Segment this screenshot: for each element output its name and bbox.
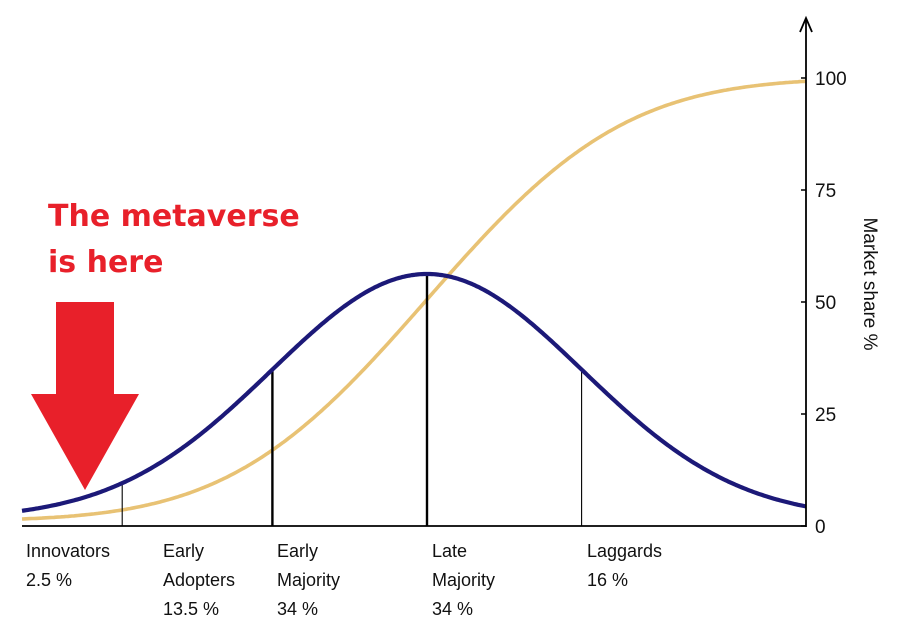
y-tick-label-50: 50 (815, 293, 836, 314)
y-tick-label-100: 100 (815, 69, 847, 90)
segment-label-2-line-2: Adopters (163, 570, 235, 590)
callout-line-2: is here (48, 245, 164, 280)
segment-label-2-line-1: Early (163, 541, 204, 561)
segment-labels: Innovators 2.5 % Early Adopters 13.5 % Early M… (26, 541, 662, 619)
callout-line-1: The metaverse (48, 199, 300, 234)
segment-label-4-line-3: 34 % (432, 599, 473, 619)
segment-label-1-line-1: Innovators (26, 541, 110, 561)
cumulative-share-line (21, 79, 807, 521)
y-tick-label-75: 75 (815, 181, 836, 202)
segment-label-3-line-1: Early (277, 541, 318, 561)
arrow-down-icon (31, 302, 139, 490)
segment-dividers (121, 274, 583, 526)
segment-label-4-line-1: Late (432, 541, 467, 561)
metaverse-callout: The metaverse is here (48, 194, 300, 286)
y-tick-label-25: 25 (815, 405, 836, 426)
y-axis-arrowhead (799, 15, 813, 33)
bell-curve-line (21, 271, 807, 513)
segment-label-4-line-2: Majority (432, 570, 495, 590)
adoption-bell-curve (21, 271, 807, 513)
y-tick-label-0: 0 (815, 517, 826, 538)
segment-label-5-line-1: Laggards (587, 541, 662, 561)
y-axis-label: Market share % (859, 217, 880, 350)
segment-label-1-line-2: 2.5 % (26, 570, 72, 590)
segment-label-2-line-3: 13.5 % (163, 599, 219, 619)
cumulative-market-share-curve (21, 79, 807, 521)
y-axis-ticks: 0 25 50 75 100 (801, 69, 847, 538)
segment-label-5-line-2: 16 % (587, 570, 628, 590)
segment-label-3-line-2: Majority (277, 570, 340, 590)
segment-label-3-line-3: 34 % (277, 599, 318, 619)
red-arrow (31, 302, 139, 490)
